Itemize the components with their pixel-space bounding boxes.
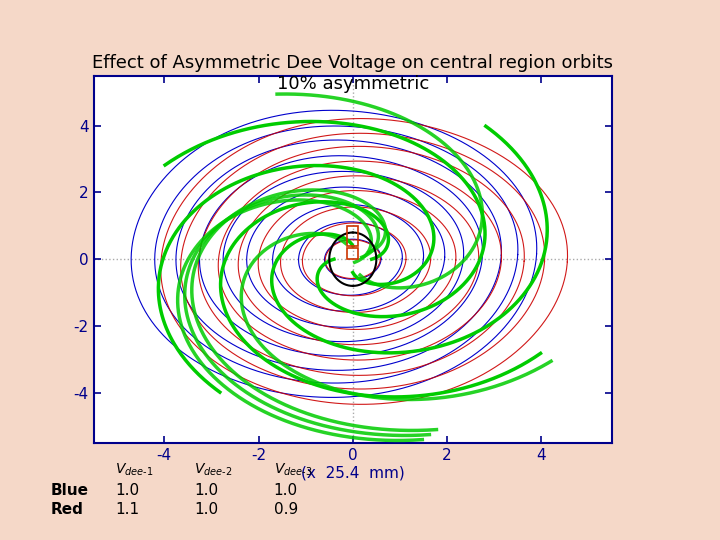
Text: 0.9: 0.9 xyxy=(274,502,298,517)
Text: 1.0: 1.0 xyxy=(115,483,140,498)
Text: 1.0: 1.0 xyxy=(194,502,219,517)
Text: 1.1: 1.1 xyxy=(115,502,140,517)
Text: 1.0: 1.0 xyxy=(194,483,219,498)
Text: $V_{dee\text{-}1}$: $V_{dee\text{-}1}$ xyxy=(115,462,153,478)
Text: 1.0: 1.0 xyxy=(274,483,298,498)
Text: $V_{dee\text{-}2}$: $V_{dee\text{-}2}$ xyxy=(194,462,233,478)
Bar xyxy=(347,226,359,246)
Text: Blue: Blue xyxy=(50,483,89,498)
Text: Effect of Asymmetric Dee Voltage on central region orbits
10% asymmetric: Effect of Asymmetric Dee Voltage on cent… xyxy=(92,54,613,93)
Text: Red: Red xyxy=(50,502,84,517)
X-axis label: (x  25.4  mm): (x 25.4 mm) xyxy=(301,465,405,481)
Text: $V_{dee\text{-}3}$: $V_{dee\text{-}3}$ xyxy=(274,462,312,478)
Bar xyxy=(347,247,359,259)
